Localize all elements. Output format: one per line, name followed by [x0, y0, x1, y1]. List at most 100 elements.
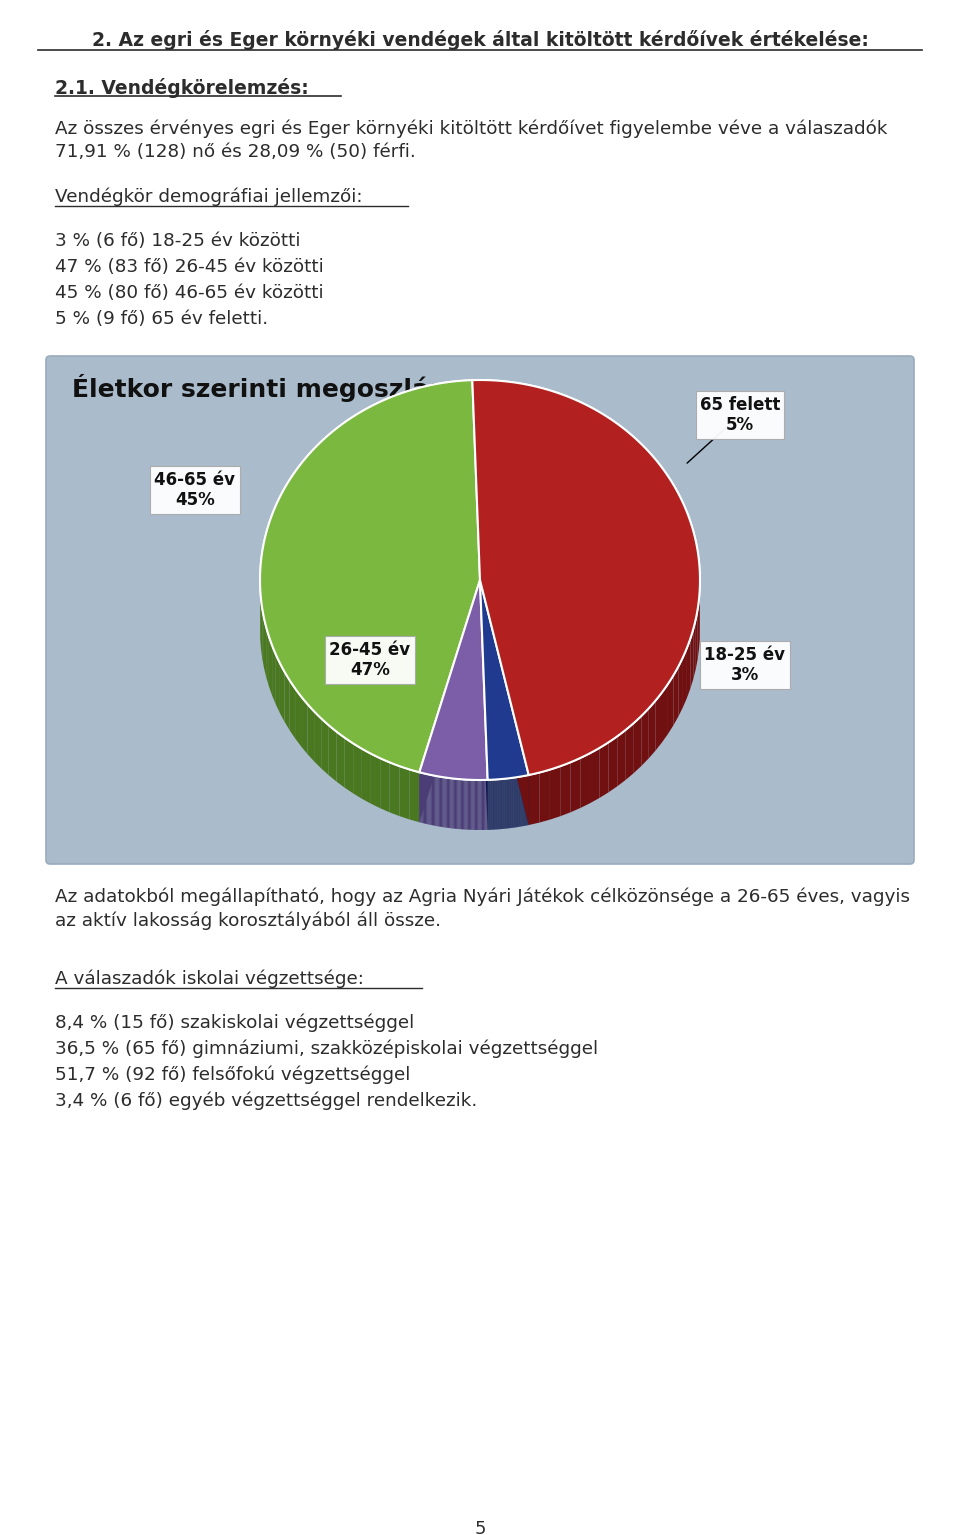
Polygon shape — [476, 780, 477, 830]
Polygon shape — [262, 608, 264, 668]
Polygon shape — [696, 609, 698, 669]
Polygon shape — [475, 780, 476, 830]
Text: 45 % (80 fő) 46-65 év közötti: 45 % (80 fő) 46-65 év közötti — [55, 284, 324, 302]
Text: 3,4 % (6 fő) egyéb végzettséggel rendelkezik.: 3,4 % (6 fő) egyéb végzettséggel rendelk… — [55, 1091, 477, 1110]
Polygon shape — [420, 580, 488, 780]
Polygon shape — [649, 700, 656, 758]
Polygon shape — [468, 780, 470, 830]
Polygon shape — [459, 780, 460, 829]
Polygon shape — [260, 381, 480, 772]
Polygon shape — [484, 780, 486, 830]
Polygon shape — [284, 672, 290, 731]
Polygon shape — [450, 778, 451, 829]
Polygon shape — [422, 774, 424, 823]
Polygon shape — [451, 778, 452, 829]
Polygon shape — [472, 381, 700, 775]
Polygon shape — [445, 778, 446, 827]
Text: 3 % (6 fő) 18-25 év közötti: 3 % (6 fő) 18-25 év közötti — [55, 232, 300, 250]
Polygon shape — [420, 580, 480, 823]
Polygon shape — [353, 743, 362, 798]
Text: 71,91 % (128) nő és 28,09 % (50) férfi.: 71,91 % (128) nő és 28,09 % (50) férfi. — [55, 143, 416, 161]
Text: A válaszadók iskolai végzettsége:: A válaszadók iskolai végzettsége: — [55, 970, 364, 989]
Polygon shape — [440, 777, 441, 827]
Text: Az adatokból megállapítható, hogy az Agria Nyári Játékok célközönsége a 26-65 év: Az adatokból megállapítható, hogy az Agr… — [55, 889, 910, 907]
Polygon shape — [428, 775, 429, 824]
Polygon shape — [443, 777, 444, 827]
Polygon shape — [441, 777, 443, 827]
Polygon shape — [438, 777, 439, 826]
Polygon shape — [480, 580, 488, 830]
Polygon shape — [452, 778, 454, 829]
Text: az aktív lakosság korosztályából áll össze.: az aktív lakosság korosztályából áll öss… — [55, 912, 441, 930]
Polygon shape — [570, 758, 581, 812]
Polygon shape — [581, 754, 590, 807]
Polygon shape — [437, 777, 438, 826]
Polygon shape — [467, 780, 468, 830]
Polygon shape — [432, 775, 433, 826]
Polygon shape — [460, 780, 461, 829]
Polygon shape — [276, 654, 280, 714]
Text: 5 % (9 fő) 65 év feletti.: 5 % (9 fő) 65 év feletti. — [55, 310, 268, 328]
Polygon shape — [399, 766, 409, 820]
Polygon shape — [683, 648, 687, 708]
Polygon shape — [345, 738, 353, 794]
Polygon shape — [420, 580, 488, 780]
Polygon shape — [466, 780, 467, 829]
Polygon shape — [477, 780, 478, 830]
Polygon shape — [380, 758, 390, 812]
Polygon shape — [693, 619, 696, 678]
Text: 2. Az egri és Eger környéki vendégek által kitöltött kérdőívek értékelése:: 2. Az egri és Eger környéki vendégek ált… — [91, 31, 869, 51]
Polygon shape — [448, 778, 449, 827]
Polygon shape — [264, 617, 266, 677]
Polygon shape — [456, 778, 457, 829]
Polygon shape — [314, 711, 322, 769]
Polygon shape — [260, 381, 480, 772]
Text: 36,5 % (65 fő) gimnáziumi, szakközépiskolai végzettséggel: 36,5 % (65 fő) gimnáziumi, szakközépisko… — [55, 1041, 598, 1059]
FancyBboxPatch shape — [46, 356, 914, 864]
Polygon shape — [390, 763, 399, 817]
Polygon shape — [463, 780, 465, 829]
Polygon shape — [409, 769, 420, 823]
Polygon shape — [280, 663, 284, 721]
Polygon shape — [421, 772, 422, 823]
Polygon shape — [431, 775, 432, 826]
Polygon shape — [662, 685, 668, 743]
Polygon shape — [480, 580, 529, 824]
Polygon shape — [269, 637, 272, 695]
Text: 8,4 % (15 fő) szakiskolai végzettséggel: 8,4 % (15 fő) szakiskolai végzettséggel — [55, 1015, 415, 1033]
Polygon shape — [480, 580, 529, 780]
Polygon shape — [687, 639, 690, 698]
Text: Az összes érvényes egri és Eger környéki kitöltött kérdőívet figyelembe véve a v: Az összes érvényes egri és Eger környéki… — [55, 120, 887, 138]
Polygon shape — [479, 780, 481, 830]
Polygon shape — [420, 580, 480, 823]
Polygon shape — [486, 780, 487, 830]
Text: 46-65 év
45%: 46-65 év 45% — [155, 471, 235, 510]
Polygon shape — [617, 729, 626, 786]
Polygon shape — [427, 774, 428, 824]
Polygon shape — [540, 769, 550, 823]
Polygon shape — [599, 743, 609, 798]
Polygon shape — [439, 777, 440, 827]
Text: 2.1. Vendégkörelemzés:: 2.1. Vendégkörelemzés: — [55, 78, 309, 98]
Polygon shape — [446, 778, 448, 827]
Polygon shape — [626, 723, 634, 780]
Polygon shape — [337, 732, 345, 787]
Polygon shape — [457, 778, 459, 829]
Text: 47 % (83 fő) 26-45 év közötti: 47 % (83 fő) 26-45 év közötti — [55, 258, 324, 276]
Polygon shape — [444, 777, 445, 827]
Polygon shape — [673, 666, 679, 725]
Text: 65 felett
5%: 65 felett 5% — [700, 396, 780, 434]
Polygon shape — [550, 766, 561, 820]
Polygon shape — [371, 754, 380, 809]
Polygon shape — [266, 626, 269, 686]
Polygon shape — [429, 775, 431, 824]
Polygon shape — [668, 675, 673, 734]
Polygon shape — [462, 780, 463, 829]
Polygon shape — [425, 774, 426, 824]
Polygon shape — [473, 780, 475, 830]
Polygon shape — [455, 778, 456, 829]
Text: 26-45 év
47%: 26-45 év 47% — [329, 640, 411, 680]
Polygon shape — [461, 780, 462, 829]
Polygon shape — [472, 780, 473, 830]
Polygon shape — [641, 708, 649, 766]
